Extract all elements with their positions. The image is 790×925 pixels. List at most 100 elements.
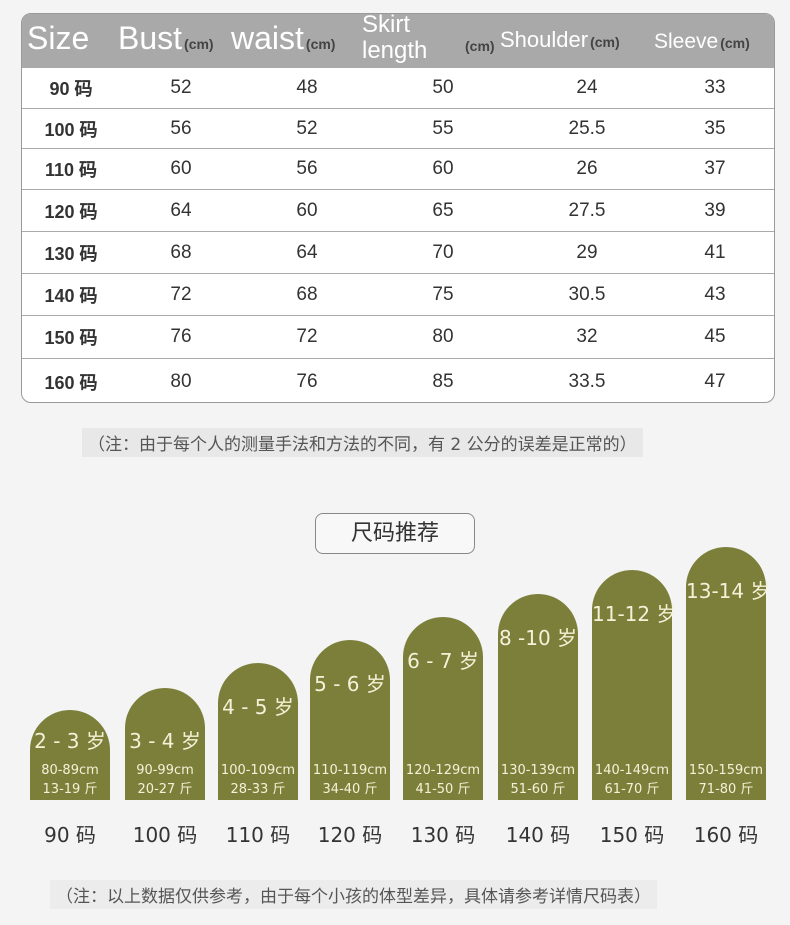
weight-range: 20-27 斤 — [137, 782, 193, 797]
size-cell: 90 码 — [49, 79, 93, 99]
value-cell: 48 — [296, 77, 318, 98]
height-range: 140-149cm — [594, 763, 670, 778]
size-bar: 5 - 6 岁 110-119cm 34-40 斤 — [310, 640, 390, 800]
size-cell: 100 码 — [44, 119, 98, 140]
size-label: 130 码 — [410, 823, 476, 847]
table-row: 100 码 56 52 55 25.5 35 — [22, 108, 774, 148]
header-shoulder: Shoulder (cm) — [500, 29, 620, 51]
value-cell: 47 — [704, 370, 726, 392]
size-recommendation-title: 尺码推荐 — [315, 513, 475, 554]
value-cell: 76 — [296, 370, 318, 392]
value-cell: 72 — [170, 283, 192, 305]
header-sleeve: Sleeve (cm) — [654, 31, 750, 52]
value-cell: 52 — [296, 117, 318, 139]
value-cell: 75 — [432, 283, 454, 305]
table-row: 130 码 68 64 70 29 41 — [22, 231, 774, 273]
weight-range: 13-19 斤 — [42, 782, 98, 797]
size-cell: 150 码 — [44, 328, 98, 348]
value-cell: 70 — [432, 241, 454, 263]
age-range: 6 - 7 岁 — [407, 649, 479, 673]
height-range: 130-139cm — [500, 763, 576, 778]
value-cell: 27.5 — [568, 199, 606, 221]
table-row: 120 码 64 60 65 27.5 39 — [22, 189, 774, 231]
size-bar: 13-14 岁 150-159cm 71-80 斤 — [686, 547, 771, 800]
age-range: 8 -10 岁 — [498, 626, 578, 650]
value-cell: 65 — [432, 199, 454, 221]
measurement-note: （注：由于每个人的测量手法和方法的不同，有 2 公分的误差是正常的） — [82, 428, 643, 457]
table-row: 90 码 52 48 50 24 33 — [22, 68, 774, 108]
header-waist: waist (cm) — [231, 22, 335, 54]
header-label: Sleeve — [654, 30, 719, 53]
value-cell: 72 — [296, 326, 318, 347]
header-bust: Bust (cm) — [118, 22, 214, 54]
value-cell: 30.5 — [568, 283, 606, 305]
table-row: 110 码 60 56 60 26 37 — [22, 148, 774, 189]
table-row: 140 码 72 68 75 30.5 43 — [22, 273, 774, 315]
header-skirt-length: Skirt length — [362, 13, 428, 65]
value-cell: 60 — [296, 199, 318, 221]
value-cell: 33.5 — [568, 370, 606, 392]
value-cell: 45 — [704, 326, 726, 347]
table-row: 150 码 76 72 80 32 45 — [22, 315, 774, 358]
size-bar: 11-12 岁 140-149cm 61-70 斤 — [592, 570, 677, 800]
weight-range: 71-80 斤 — [698, 782, 754, 797]
value-cell: 80 — [170, 370, 192, 392]
value-cell: 80 — [432, 326, 454, 347]
size-label: 100 码 — [132, 823, 198, 847]
value-cell: 76 — [170, 326, 192, 347]
value-cell: 43 — [704, 283, 726, 305]
size-bar: 6 - 7 岁 120-129cm 41-50 斤 — [403, 617, 483, 800]
size-cell: 140 码 — [44, 285, 98, 306]
weight-range: 61-70 斤 — [604, 782, 660, 797]
age-range: 3 - 4 岁 — [129, 729, 201, 753]
size-bar: 2 - 3 岁 80-89cm 13-19 斤 — [30, 710, 110, 800]
header-unit: (cm) — [465, 38, 495, 54]
age-range: 11-12 岁 — [592, 602, 677, 626]
age-range: 5 - 6 岁 — [314, 672, 386, 696]
value-cell: 85 — [432, 370, 454, 392]
value-cell: 55 — [432, 117, 454, 139]
weight-range: 34-40 斤 — [322, 782, 378, 797]
value-cell: 24 — [576, 77, 598, 98]
value-cell: 56 — [170, 117, 192, 139]
age-range: 4 - 5 岁 — [222, 695, 294, 719]
header-label: Size — [27, 20, 90, 56]
age-range: 2 - 3 岁 — [34, 729, 106, 753]
reference-note: （注：以上数据仅供参考，由于每个小孩的体型差异，具体请参考详情尺码表） — [50, 880, 657, 909]
height-range: 150-159cm — [688, 763, 764, 778]
value-cell: 56 — [296, 158, 318, 179]
value-cell: 32 — [576, 326, 598, 347]
size-bar: 3 - 4 岁 90-99cm 20-27 斤 — [125, 688, 205, 800]
value-cell: 60 — [432, 158, 454, 179]
value-cell: 68 — [296, 283, 318, 305]
header-unit: (cm) — [305, 36, 336, 52]
height-range: 110-119cm — [312, 763, 388, 778]
size-label: 150 码 — [599, 823, 665, 847]
value-cell: 29 — [576, 241, 598, 263]
table-header: Size Bust (cm) waist (cm) Skirt length (cm… — [22, 14, 774, 68]
weight-range: 28-33 斤 — [230, 782, 286, 797]
value-cell: 25.5 — [568, 117, 606, 139]
header-unit: (cm) — [590, 34, 620, 50]
height-range: 90-99cm — [136, 763, 194, 778]
header-unit: (cm) — [720, 35, 750, 51]
value-cell: 26 — [576, 158, 598, 179]
weight-range: 51-60 斤 — [510, 782, 566, 797]
value-cell: 35 — [704, 117, 726, 139]
header-size: Size — [27, 22, 89, 54]
header-label: waist — [231, 20, 304, 56]
table-row: 160 码 80 76 85 33.5 47 — [22, 358, 774, 402]
value-cell: 39 — [704, 199, 726, 221]
value-cell: 64 — [170, 199, 192, 221]
age-range: 13-14 岁 — [686, 579, 771, 603]
height-range: 120-129cm — [405, 763, 481, 778]
value-cell: 50 — [432, 77, 454, 98]
value-cell: 64 — [296, 241, 318, 263]
size-cell: 160 码 — [44, 372, 98, 393]
value-cell: 52 — [170, 77, 192, 98]
value-cell: 37 — [704, 158, 726, 179]
size-bar: 8 -10 岁 130-139cm 51-60 斤 — [498, 594, 578, 800]
header-label: Bust — [118, 20, 183, 56]
height-range: 100-109cm — [220, 763, 296, 778]
height-range: 80-89cm — [41, 763, 99, 778]
